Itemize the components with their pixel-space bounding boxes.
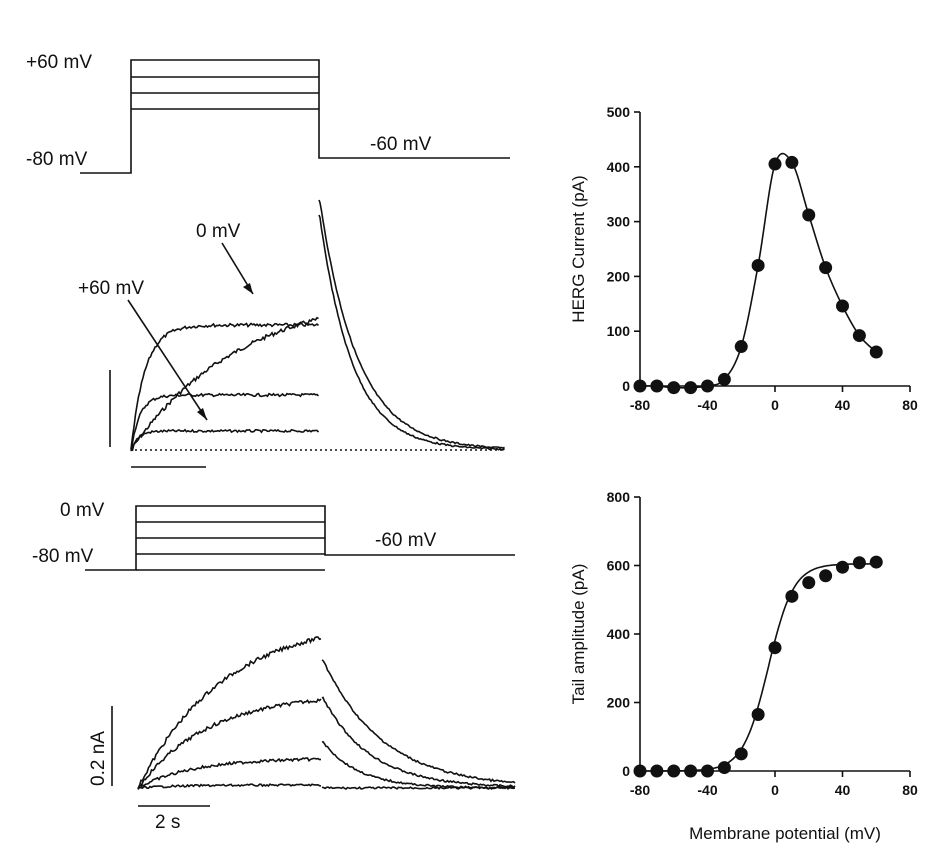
y-tick-label: 500: [607, 104, 631, 120]
trace-top-tail-1: [318, 199, 505, 449]
trace-top-60mv: [130, 428, 320, 451]
x-tick-label: -40: [697, 782, 717, 798]
data-point: [667, 381, 681, 395]
data-point: [768, 157, 782, 171]
trace-top-20mv: [130, 322, 320, 450]
trace-top-0mv: [130, 316, 319, 452]
y-tick-label: 200: [607, 268, 631, 284]
x-tick-label: 40: [835, 782, 851, 798]
scale-label-time: 2 s: [155, 812, 180, 833]
x-tick-label: -40: [697, 397, 717, 413]
y-tick-label: 100: [607, 323, 631, 339]
y-tick-label: 800: [607, 489, 631, 505]
trace-top-tail-2: [318, 214, 506, 451]
y-tick-label: 0: [622, 763, 630, 779]
data-point: [802, 576, 816, 590]
data-point: [836, 299, 849, 313]
y-axis-label: Tail amplitude (pA): [569, 564, 588, 705]
data-point: [717, 372, 731, 386]
data-point: [751, 707, 765, 721]
x-axis-label: Membrane potential (mV): [689, 824, 881, 843]
y-tick-label: 300: [607, 214, 631, 230]
data-point: [633, 764, 647, 778]
trace-bottom-4: [137, 783, 322, 790]
x-tick-label: 80: [902, 782, 918, 798]
traces-bottom: 0.2 nA 2 s: [88, 636, 516, 833]
data-point: [852, 556, 866, 570]
y-tick-label: 400: [607, 159, 631, 175]
arrowhead-60mv: [197, 408, 207, 420]
trace-bottom-tail-1: [321, 659, 516, 784]
protocol-bottom-step-label: 0 mV: [60, 500, 105, 521]
protocol-top-tail-label: -60 mV: [370, 134, 432, 155]
axis-frame: [639, 112, 910, 387]
data-point: [768, 641, 782, 655]
data-point: [734, 747, 748, 761]
data-point: [785, 589, 799, 603]
x-tick-label: -80: [630, 397, 650, 413]
traces-top: 0 mV +60 mV: [78, 199, 506, 468]
data-point: [836, 560, 849, 574]
data-point: [751, 258, 765, 272]
arrowhead-0mv: [243, 283, 253, 294]
x-tick-label: -80: [630, 782, 650, 798]
data-point: [633, 379, 647, 393]
data-point: [869, 345, 883, 359]
data-point: [701, 379, 714, 393]
x-tick-label: 40: [835, 397, 851, 413]
annotation-0mv: 0 mV: [196, 221, 241, 242]
trace-top-40mv: [130, 392, 320, 452]
y-axis-label: HERG Current (pA): [569, 175, 588, 322]
arrow-60mv: [127, 299, 208, 421]
data-point: [650, 379, 664, 393]
chart-herg-current: 0 100 200 300 400 500 -80 -40 0 40 80 HERG Current …: [569, 104, 918, 413]
trace-bottom-2: [137, 698, 322, 790]
scale-label-current: 0.2 nA: [88, 731, 109, 786]
protocol-top-outline: [80, 59, 510, 174]
protocol-bottom-tail-label: -60 mV: [375, 530, 437, 551]
trace-bottom-baseline: [321, 786, 515, 790]
protocol-bottom-outline: [85, 505, 515, 571]
data-point: [717, 761, 731, 775]
y-tick-label: 0: [622, 378, 630, 394]
protocol-bottom-hold-label: -80 mV: [32, 546, 94, 567]
data-point: [667, 764, 681, 778]
data-point: [684, 381, 698, 395]
data-point: [869, 555, 883, 569]
x-tick-label: 0: [771, 397, 779, 413]
annotation-60mv: +60 mV: [78, 278, 144, 299]
axis-frame: [639, 497, 910, 772]
data-point: [701, 764, 714, 778]
data-point: [734, 340, 748, 354]
data-point: [819, 261, 833, 275]
protocol-top-hold-label: -80 mV: [26, 149, 88, 170]
data-point: [650, 764, 664, 778]
protocol-top-step-label: +60 mV: [26, 52, 92, 73]
chart-tail-amplitude: 0 200 400 600 800 -80 -40 0 40 80 Tail amplitude (…: [569, 489, 918, 843]
y-tick-label: 600: [607, 558, 631, 574]
x-tick-label: 0: [771, 782, 779, 798]
y-tick-label: 200: [607, 695, 631, 711]
trace-bottom-1: [137, 636, 322, 790]
trace-bottom-tail-3: [321, 740, 515, 790]
protocol-bottom: 0 mV -80 mV -60 mV: [32, 500, 515, 571]
fit-curve: [640, 563, 877, 772]
data-point: [684, 764, 698, 778]
protocol-top: +60 mV -80 mV -60 mV: [26, 52, 510, 174]
trace-bottom-3: [137, 757, 322, 790]
trace-bottom-tail-2: [321, 696, 516, 789]
y-tick-label: 400: [607, 626, 631, 642]
data-point: [785, 155, 799, 169]
data-point: [819, 569, 833, 583]
x-tick-label: 80: [902, 397, 918, 413]
data-point: [802, 208, 816, 222]
data-point: [852, 329, 866, 343]
